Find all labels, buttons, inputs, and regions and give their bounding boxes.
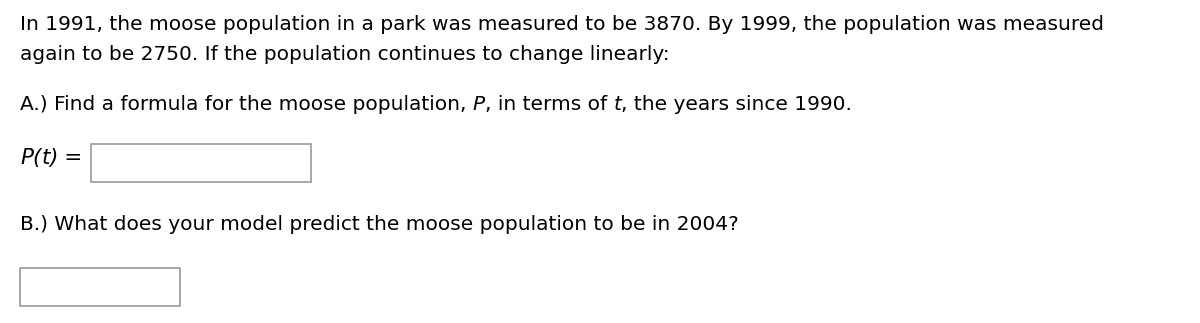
Text: ) =: ) = <box>49 148 83 168</box>
Text: P(: P( <box>20 148 41 168</box>
Text: t: t <box>613 95 622 114</box>
Text: , the years since 1990.: , the years since 1990. <box>622 95 852 114</box>
Text: , in terms of: , in terms of <box>485 95 613 114</box>
Text: In 1991, the moose population in a park was measured to be 3870. By 1999, the po: In 1991, the moose population in a park … <box>20 15 1104 34</box>
Text: P: P <box>473 95 485 114</box>
Text: again to be 2750. If the population continues to change linearly:: again to be 2750. If the population cont… <box>20 45 670 64</box>
Text: B.) What does your model predict the moose population to be in 2004?: B.) What does your model predict the moo… <box>20 215 739 234</box>
Text: t: t <box>41 148 49 168</box>
Text: A.) Find a formula for the moose population,: A.) Find a formula for the moose populat… <box>20 95 473 114</box>
